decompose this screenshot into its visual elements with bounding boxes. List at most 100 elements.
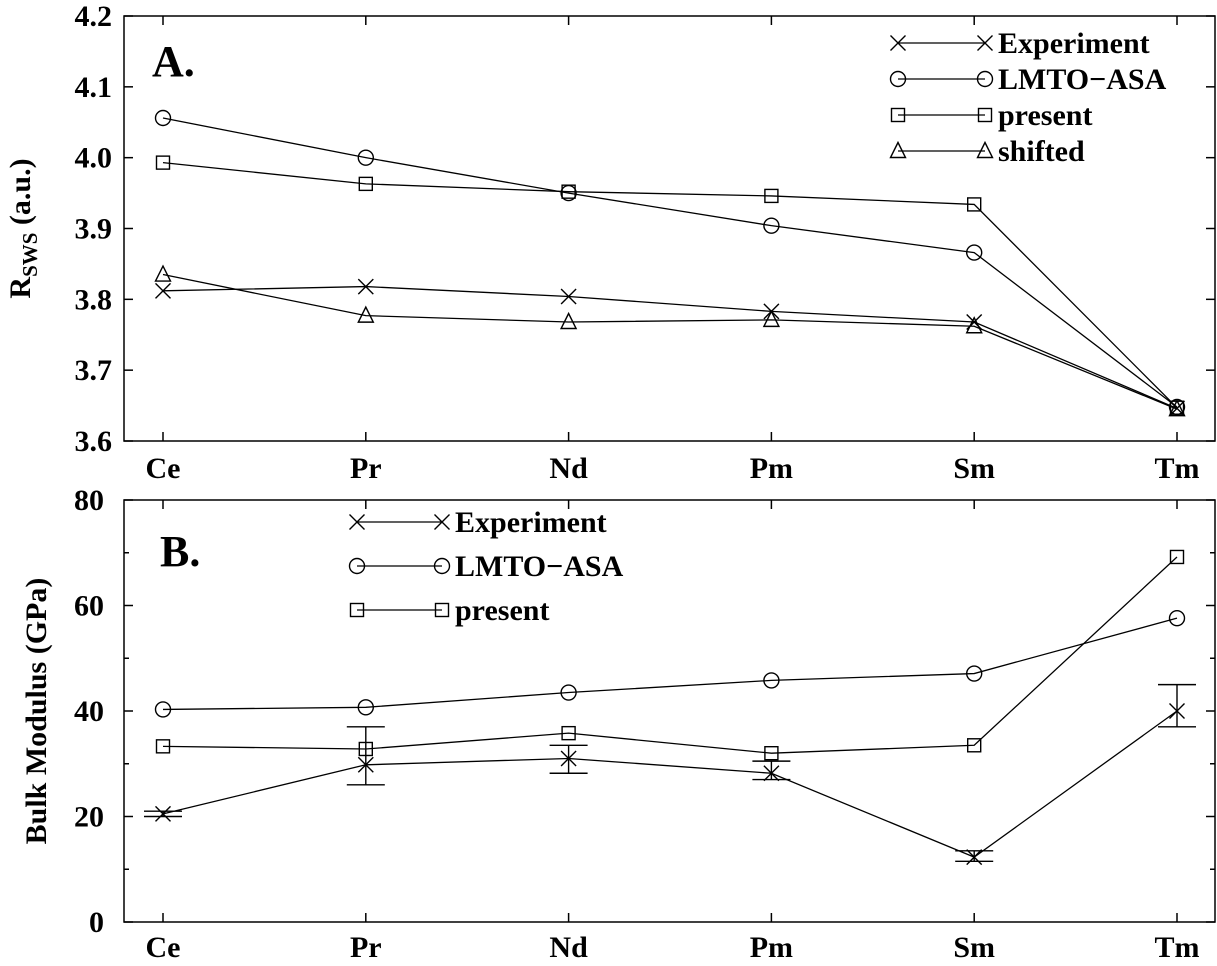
point-lmto-asa-tm	[1168, 609, 1186, 627]
legend-marker-present	[890, 107, 906, 123]
legend-marker-experiment	[977, 35, 993, 51]
point-lmto-asa-ce	[154, 109, 172, 127]
legend-marker-lmto-asa	[433, 557, 451, 575]
point-experiment-sm	[966, 849, 983, 866]
y-axis-label-sub: SWS	[18, 233, 42, 277]
error-bar-experiment-sm	[955, 850, 994, 863]
legend-label-experiment: Experiment	[998, 27, 1150, 60]
legend-marker-shifted	[889, 140, 907, 159]
legend-marker-present	[349, 602, 365, 618]
x-tick-label-tm: Tm	[1155, 452, 1200, 485]
y-axis-label-unit: (a.u.)	[4, 158, 37, 232]
series-line-experiment	[162, 285, 1178, 410]
point-present-pr	[358, 741, 373, 757]
point-present-pm	[764, 746, 779, 761]
legend-marker-experiment	[434, 514, 450, 530]
y-tick-label: 4.2	[75, 0, 113, 33]
point-shifted-pr	[357, 305, 375, 323]
x-tick-label-pm: Pm	[750, 452, 793, 485]
x-tick-label-nd: Nd	[549, 452, 588, 485]
y-tick-label: 3.6	[75, 425, 113, 458]
series-line-lmto-asa	[162, 617, 1178, 711]
panel-b-chart: 0 20 40 60 80 Ce Pr Nd Pm Sm Tm Bulk Modulus (GPa) B…	[20, 484, 1216, 964]
legend-label-present: present	[998, 99, 1092, 132]
point-lmto-asa-nd	[560, 684, 577, 701]
point-experiment-pr	[357, 756, 374, 773]
x-tick-label-sm: Sm	[953, 931, 995, 964]
legend-label-present: present	[455, 594, 549, 627]
legend-marker-experiment	[890, 35, 906, 51]
point-present-sm	[967, 197, 982, 212]
series-line-shifted	[162, 273, 1178, 410]
legend-marker-present	[434, 602, 450, 618]
x-tick-label-pm: Pm	[750, 931, 793, 964]
y-tick-label: 40	[74, 695, 104, 728]
legend-marker-lmto-asa	[976, 70, 994, 88]
error-bar-experiment-pm	[752, 760, 791, 781]
y-axis-label-main: R	[4, 277, 37, 299]
point-experiment-pr	[357, 278, 374, 295]
x-tick-label-tm: Tm	[1155, 931, 1200, 964]
legend-label-lmto-asa: LMTO−ASA	[455, 550, 624, 583]
point-lmto-asa-pr	[357, 149, 374, 166]
y-tick-label: 4.0	[75, 142, 113, 175]
y-tick-label: 4.1	[75, 71, 113, 104]
plot-frame	[123, 499, 1216, 923]
legend-marker-lmto-asa	[889, 70, 907, 88]
legend-marker-present	[977, 107, 993, 123]
panel-label: A.	[152, 37, 195, 86]
panel-a-chart: 3.6 3.7 3.8 3.9 4.0 4.1 4.2 Ce Pr Nd Pm Sm Tm RSWS (a…	[4, 0, 1216, 485]
point-shifted-nd	[559, 311, 578, 330]
point-experiment-nd	[560, 750, 577, 767]
point-experiment-pm	[763, 765, 780, 782]
y-tick-label: 60	[74, 590, 104, 623]
legend-label-shifted: shifted	[998, 135, 1085, 168]
point-present-ce	[155, 739, 171, 754]
y-axis-label: Bulk Modulus (GPa)	[20, 578, 53, 845]
point-experiment-ce	[155, 805, 171, 822]
legend-marker-shifted	[976, 140, 994, 159]
x-tick-label-ce: Ce	[146, 452, 181, 485]
point-lmto-asa-ce	[154, 701, 172, 718]
y-tick-label: 80	[74, 484, 104, 517]
point-lmto-asa-sm	[966, 244, 983, 261]
x-tick-label-pr: Pr	[350, 931, 382, 964]
point-shifted-pm	[762, 309, 781, 328]
point-experiment-tm	[1169, 703, 1185, 719]
point-lmto-asa-pm	[763, 217, 780, 234]
x-tick-label-sm: Sm	[953, 452, 995, 485]
point-present-sm	[967, 738, 982, 753]
point-present-tm	[1169, 549, 1185, 565]
panel-label: B.	[160, 527, 200, 576]
point-shifted-sm	[965, 316, 983, 334]
x-tick-label-pr: Pr	[350, 452, 382, 485]
point-shifted-tm	[1168, 399, 1186, 417]
legend-marker-experiment	[349, 514, 365, 530]
point-experiment-nd	[560, 288, 577, 305]
point-lmto-asa-pm	[763, 672, 780, 689]
error-bar-experiment-tm	[1158, 683, 1196, 728]
y-tick-label: 3.7	[75, 354, 113, 387]
y-tick-label: 20	[74, 801, 104, 834]
point-present-nd	[561, 725, 576, 741]
y-tick-label: 0	[89, 906, 104, 939]
point-shifted-ce	[154, 264, 172, 282]
point-present-ce	[155, 155, 171, 170]
series-line-lmto-asa	[162, 117, 1178, 408]
y-tick-label: 3.9	[75, 213, 113, 246]
series-line-experiment	[162, 710, 1178, 858]
legend-label-lmto-asa: LMTO−ASA	[998, 63, 1167, 96]
point-present-pm	[764, 188, 779, 204]
y-tick-label: 3.8	[75, 283, 113, 316]
legend-marker-lmto-asa	[348, 557, 366, 575]
series-line-present	[162, 556, 1178, 754]
x-tick-label-nd: Nd	[549, 931, 588, 964]
y-axis-label: RSWS (a.u.)	[4, 158, 42, 298]
legend-label-experiment: Experiment	[455, 506, 607, 539]
x-tick-label-ce: Ce	[146, 931, 181, 964]
series-line-present	[162, 161, 1178, 409]
point-lmto-asa-sm	[966, 665, 983, 682]
point-present-nd	[561, 184, 576, 199]
point-lmto-asa-pr	[357, 699, 374, 716]
